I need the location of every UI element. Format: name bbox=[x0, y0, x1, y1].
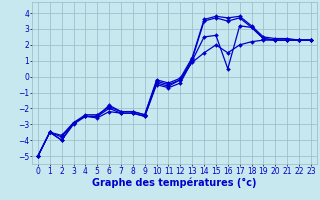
X-axis label: Graphe des températures (°c): Graphe des températures (°c) bbox=[92, 177, 257, 188]
